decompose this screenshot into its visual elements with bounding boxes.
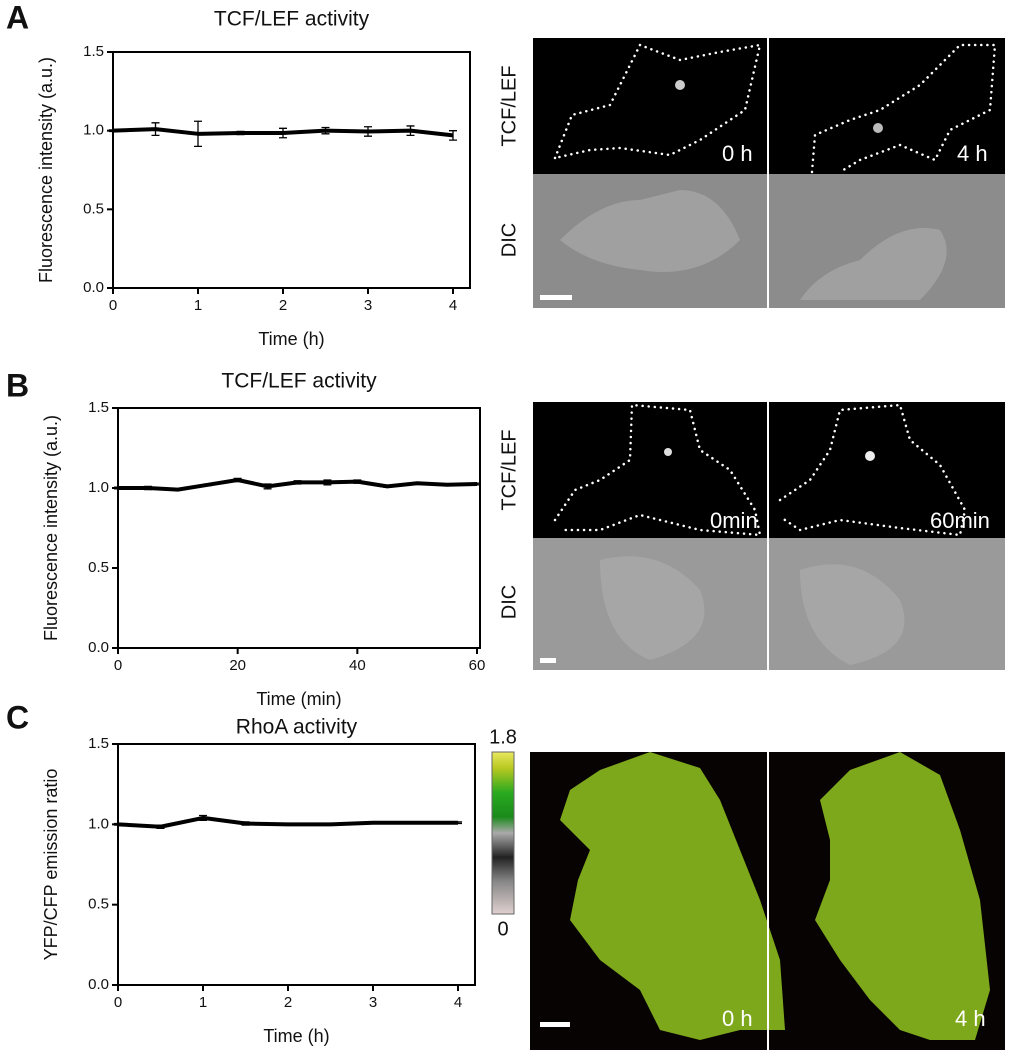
image-b: 0min 60min TCF/LEF DIC [498,402,1005,670]
error-bar [233,477,242,483]
x-tick-label: 1 [199,994,207,1011]
colorbar-max: 1.8 [489,726,517,748]
chart-title: RhoA activity [236,716,358,739]
error-bar [293,480,302,485]
plot-frame [117,407,481,649]
x-axis-label: Time (h) [258,329,324,349]
y-tick-label: 0.5 [88,559,109,576]
channel-label: DIC [498,585,520,619]
error-bar [199,814,207,821]
image-a: 0 h 4 h TCF/LEF DIC [498,38,1005,308]
error-bar [454,821,462,825]
x-tick-label: 3 [369,994,377,1011]
y-tick-label: 1.5 [83,43,104,60]
y-axis-label: Fluorescence intensity (a.u.) [36,57,56,283]
y-axis-label: YFP/CFP emission ratio [41,769,61,961]
error-bar [284,822,292,826]
error-bar [143,485,152,491]
x-tick-label: 4 [454,994,462,1011]
error-bar [449,130,457,141]
channel-label: TCF/LEF [498,429,520,510]
plot-frame [117,743,476,986]
error-bar [413,481,422,485]
chart-title: TCF/LEF activity [221,370,377,393]
error-bar [321,126,330,135]
x-tick-label: 1 [194,297,202,314]
error-bar [323,479,332,486]
x-axis-label: Time (h) [263,1026,329,1046]
error-bar [156,824,165,829]
error-bar [203,483,212,487]
timepoint-label: 0min [710,508,758,533]
error-bar [114,822,122,826]
x-tick-label: 40 [349,657,366,674]
x-tick-label: 0 [114,994,122,1011]
x-tick-label: 20 [229,657,246,674]
x-axis-label: Time (min) [256,689,341,709]
x-tick-label: 3 [364,297,372,314]
y-tick-label: 1.5 [88,735,109,752]
error-bar [383,484,392,488]
y-tick-label: 1.5 [88,399,109,416]
x-tick-label: 60 [469,657,486,674]
error-bar [241,821,250,826]
y-tick-label: 0.0 [83,279,104,296]
timepoint-label: 0 h [722,141,753,166]
error-bar [473,482,482,486]
y-tick-label: 1.0 [88,479,109,496]
error-bar [114,486,122,490]
timepoint-label: 0 h [722,1006,753,1031]
colorbar-min: 0 [497,918,508,940]
error-bar [236,130,245,136]
error-bar [263,483,272,490]
x-tick-label: 4 [449,297,457,314]
y-tick-label: 1.0 [88,815,109,832]
error-bar [151,122,160,137]
y-tick-label: 0.5 [88,896,109,913]
channel-label: DIC [498,223,520,257]
error-bar [173,488,182,492]
x-tick-label: 2 [284,994,292,1011]
channel-label: TCF/LEF [498,65,520,146]
image-c: 0 h 4 h 1.8 0 [489,726,1005,1050]
y-tick-label: 1.0 [83,122,104,139]
y-tick-label: 0.0 [88,639,109,656]
error-bar [194,120,202,148]
error-bar [443,483,452,487]
error-bar [279,127,287,139]
x-tick-label: 0 [114,657,122,674]
timepoint-label: 4 h [957,141,988,166]
y-tick-label: 0.0 [88,976,109,993]
error-bar [326,822,335,826]
panel-label: B [6,367,29,403]
error-bar [109,129,117,133]
y-axis-label: Fluorescence intensity (a.u.) [41,415,61,641]
timepoint-label: 60min [930,508,990,533]
timepoint-label: 4 h [955,1006,986,1031]
error-bar [369,821,377,825]
plot-frame [112,51,471,289]
panel-label: A [6,0,29,35]
error-bar [411,821,420,825]
y-tick-label: 0.5 [83,200,104,217]
chart-title: TCF/LEF activity [214,8,370,31]
error-bar [364,126,372,137]
error-bar [406,125,415,137]
x-tick-label: 0 [109,297,117,314]
x-tick-label: 2 [279,297,287,314]
panel-label: C [6,699,29,735]
error-bar [353,479,362,484]
